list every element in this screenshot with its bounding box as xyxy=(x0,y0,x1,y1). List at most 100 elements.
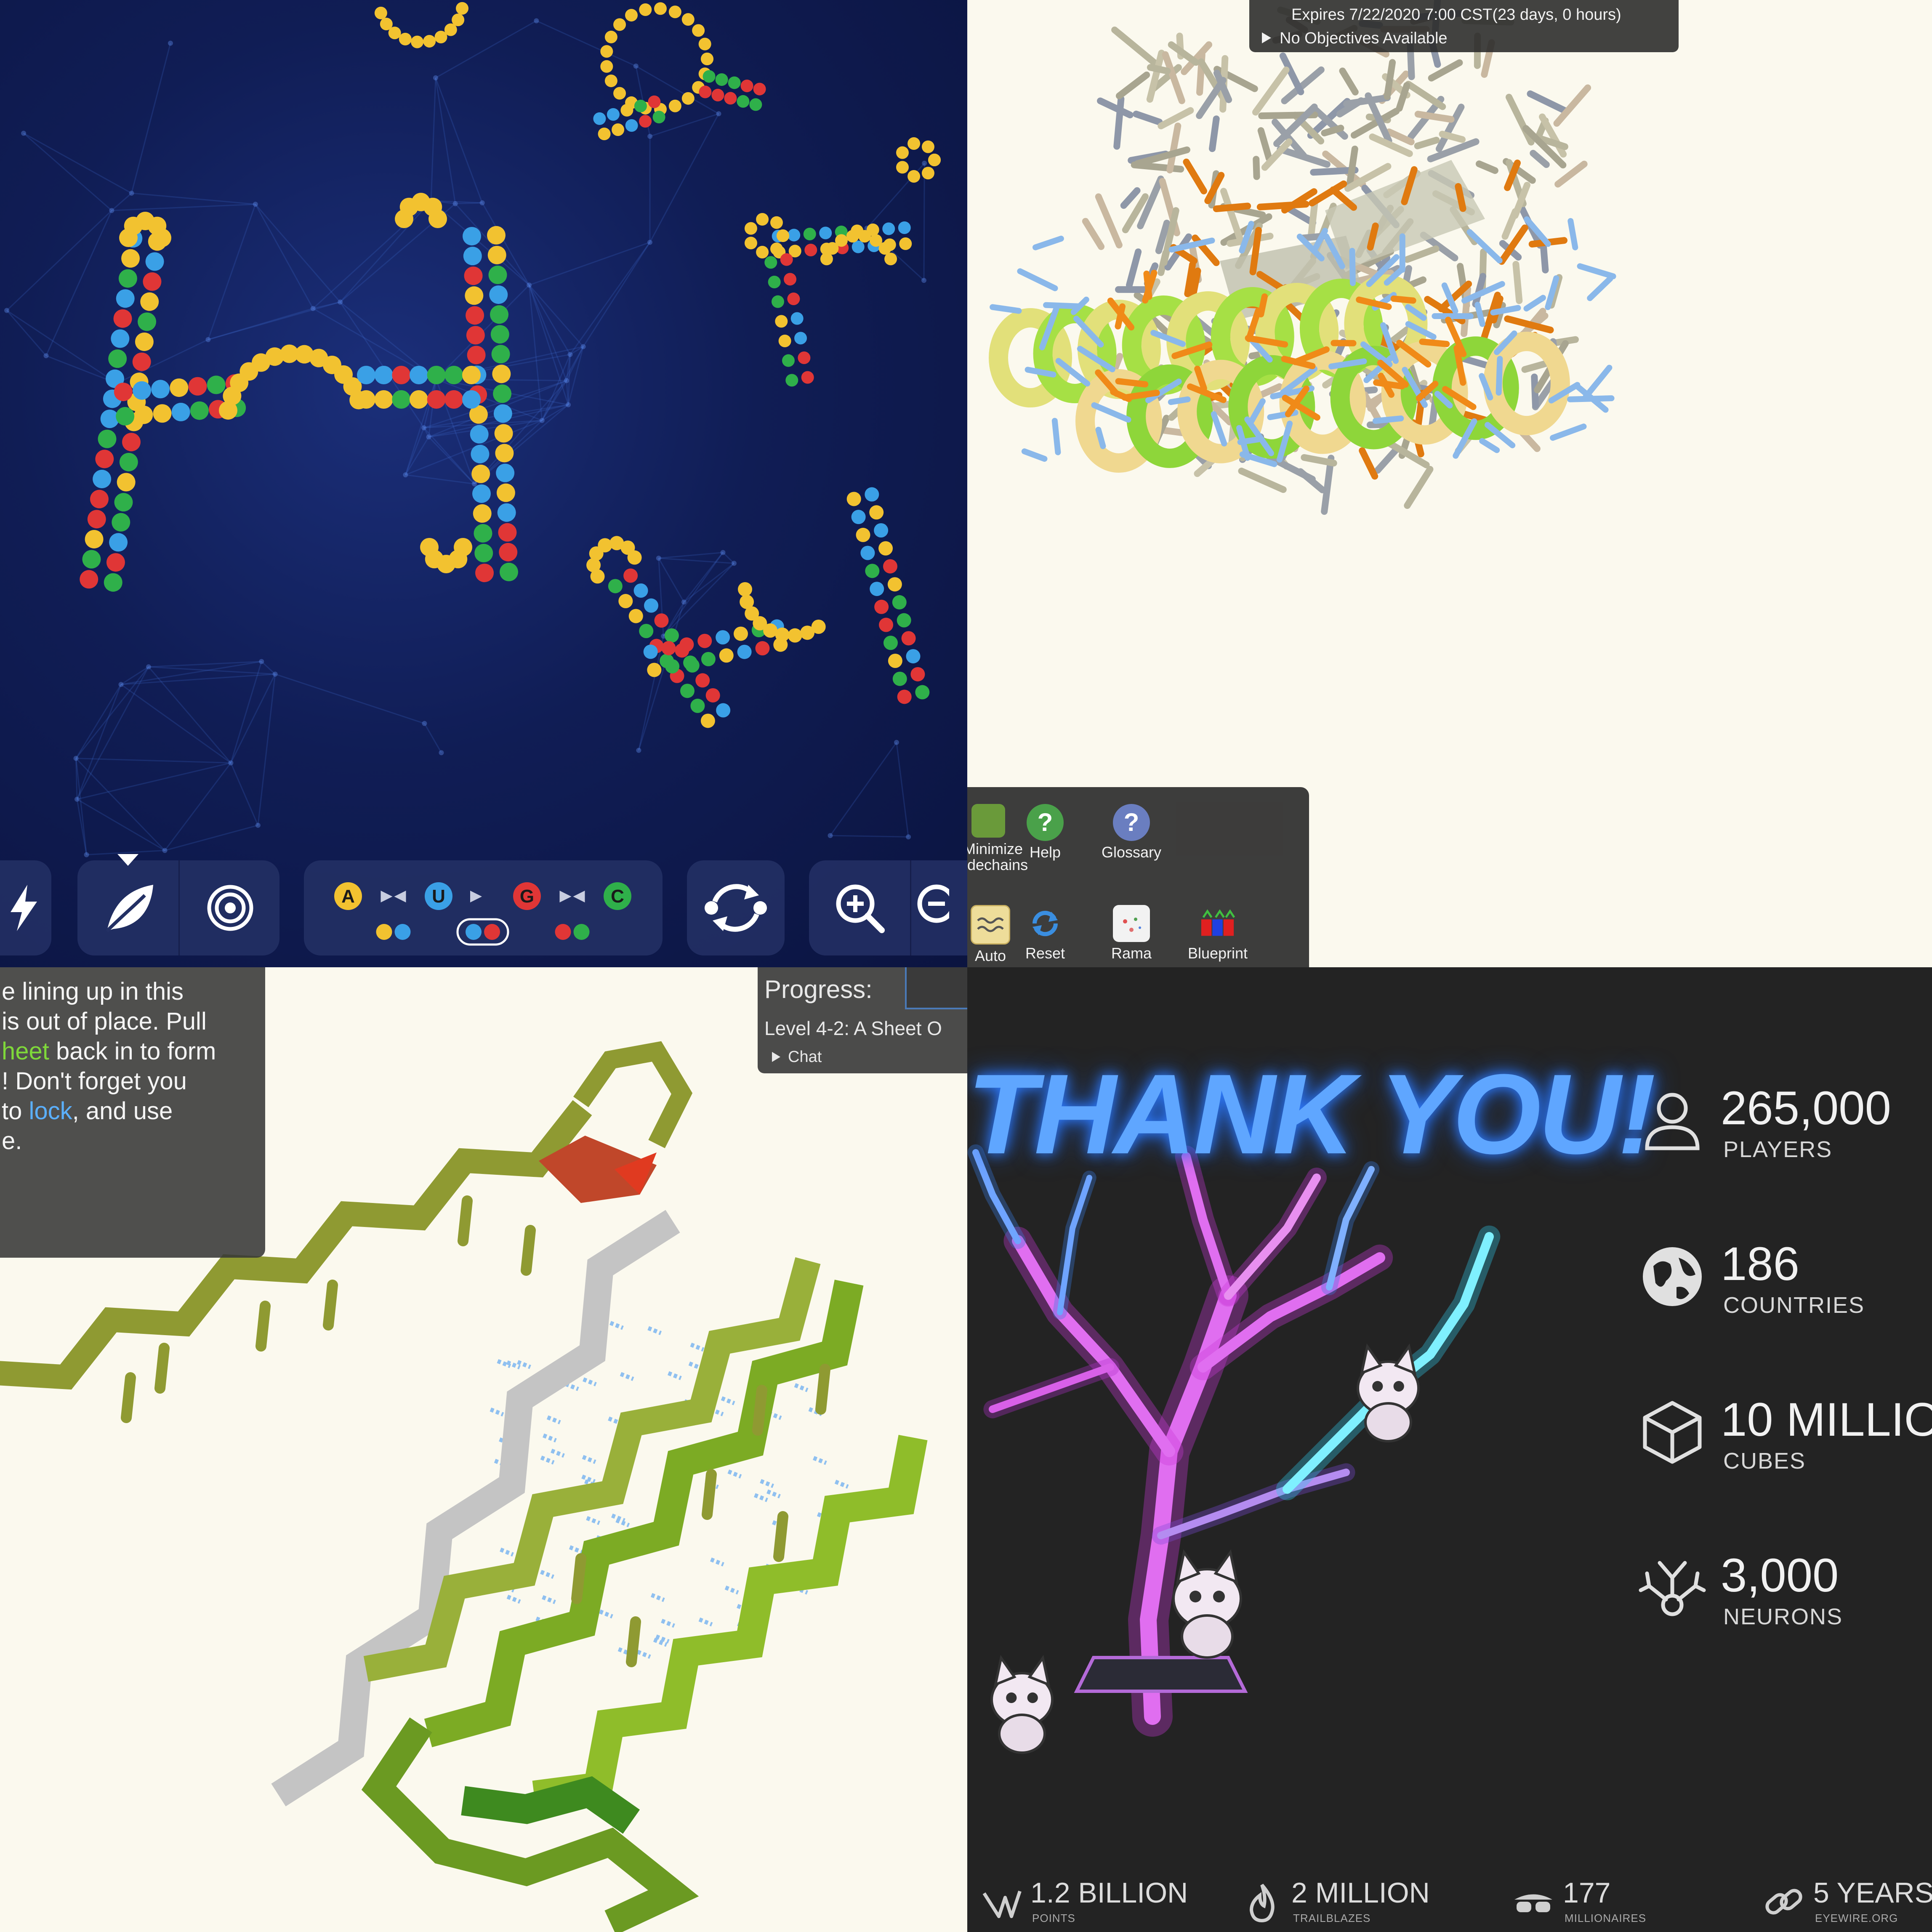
nucleotide[interactable] xyxy=(106,553,125,572)
nucleotide[interactable] xyxy=(887,577,902,592)
nucleotide[interactable] xyxy=(794,332,807,345)
nucleotide[interactable] xyxy=(664,628,679,643)
nucleotide[interactable] xyxy=(775,315,788,328)
nucleotide[interactable] xyxy=(380,17,393,30)
nucleotide[interactable] xyxy=(782,354,795,367)
nucleotide[interactable] xyxy=(811,619,826,634)
nucleotide[interactable] xyxy=(499,543,518,562)
nucleotide[interactable] xyxy=(860,546,875,560)
nucleotide[interactable] xyxy=(82,550,101,569)
nucleotide[interactable] xyxy=(475,564,494,583)
nucleotide[interactable] xyxy=(846,230,859,243)
nucleotide[interactable] xyxy=(777,229,789,242)
nucleotide[interactable] xyxy=(106,369,125,388)
nucleotide[interactable] xyxy=(634,99,647,112)
nucleotide[interactable] xyxy=(427,390,446,409)
nucleotide[interactable] xyxy=(608,579,623,593)
nucleotide[interactable] xyxy=(628,609,643,623)
nucleotide[interactable] xyxy=(878,541,893,556)
zoom-in-button[interactable] xyxy=(809,860,910,955)
nucleotide[interactable] xyxy=(928,154,941,166)
nucleotide[interactable] xyxy=(733,626,748,641)
nucleotide[interactable] xyxy=(472,484,491,503)
nucleotide[interactable] xyxy=(467,346,486,365)
beta-strand[interactable] xyxy=(0,1100,592,1390)
nucleotide[interactable] xyxy=(728,76,741,89)
nucleotide[interactable] xyxy=(883,636,898,650)
nucleotide[interactable] xyxy=(865,487,879,502)
nucleotide[interactable] xyxy=(464,266,483,285)
nucleotide[interactable] xyxy=(737,95,750,108)
nucleotide[interactable] xyxy=(456,2,469,15)
nucleotide[interactable] xyxy=(374,366,393,384)
nucleotide[interactable] xyxy=(625,119,638,132)
nucleotide[interactable] xyxy=(590,569,605,584)
nucleotide[interactable] xyxy=(600,45,613,58)
nucleotide[interactable] xyxy=(804,243,817,256)
nucleotide[interactable] xyxy=(668,5,681,19)
nucleotide[interactable] xyxy=(474,544,493,563)
nucleotide[interactable] xyxy=(701,53,713,65)
nucleotide[interactable] xyxy=(496,483,515,502)
nucleotide[interactable] xyxy=(921,140,934,153)
nucleotide[interactable] xyxy=(491,345,510,364)
nucleotide[interactable] xyxy=(744,237,757,250)
nucleotide[interactable] xyxy=(784,273,797,286)
nucleotide[interactable] xyxy=(852,240,865,253)
beta-sheet-model[interactable] xyxy=(0,967,967,1932)
nucleotide[interactable] xyxy=(785,374,798,387)
target-mode-button[interactable] xyxy=(178,860,281,955)
nucleotide[interactable] xyxy=(613,18,626,31)
nucleotide[interactable] xyxy=(654,2,667,15)
nucleotide[interactable] xyxy=(114,493,133,512)
nucleotide[interactable] xyxy=(374,6,387,19)
nucleotide[interactable] xyxy=(497,503,516,522)
nucleotide[interactable] xyxy=(613,87,626,100)
glossary-button[interactable]: ? Glossary xyxy=(1089,804,1174,860)
nucleotide[interactable] xyxy=(643,644,658,659)
nucleotide[interactable] xyxy=(604,75,617,88)
nucleotide[interactable] xyxy=(846,492,861,506)
nucleotide[interactable] xyxy=(188,377,207,396)
objectives-toggle[interactable]: No Objectives Available xyxy=(1262,29,1448,48)
nucleotide[interactable] xyxy=(654,613,669,628)
nucleotide[interactable] xyxy=(907,137,921,150)
nucleotide[interactable] xyxy=(410,366,428,384)
nucleotide[interactable] xyxy=(452,13,465,27)
nucleotide[interactable] xyxy=(753,616,767,631)
nucleotide[interactable] xyxy=(357,366,375,384)
nucleotide[interactable] xyxy=(586,558,601,572)
nucleotide[interactable] xyxy=(132,352,151,371)
nucleotide[interactable] xyxy=(470,425,489,444)
nucleotide[interactable] xyxy=(803,228,816,241)
nucleotide[interactable] xyxy=(87,510,106,529)
nucleotide[interactable] xyxy=(463,247,482,266)
nucleotide[interactable] xyxy=(896,161,909,174)
nucleotide[interactable] xyxy=(493,404,512,423)
nucleotide[interactable] xyxy=(492,365,511,383)
nucleotide[interactable] xyxy=(679,637,694,652)
nucleotide[interactable] xyxy=(612,123,625,136)
nucleotide[interactable] xyxy=(910,667,925,681)
nucleotide[interactable] xyxy=(374,390,393,409)
nucleotide[interactable] xyxy=(140,292,159,311)
nucleotide[interactable] xyxy=(295,345,314,364)
nucleotide[interactable] xyxy=(898,221,911,234)
nucleotide[interactable] xyxy=(487,226,506,245)
nucleotide[interactable] xyxy=(495,444,514,463)
nucleotide[interactable] xyxy=(745,606,759,621)
nucleotide[interactable] xyxy=(683,655,698,670)
pair-base-C[interactable]: C xyxy=(604,882,631,910)
nucleotide[interactable] xyxy=(420,538,439,556)
nucleotide[interactable] xyxy=(715,73,728,86)
nucleotide[interactable] xyxy=(744,222,757,235)
nucleotide[interactable] xyxy=(466,306,484,325)
nucleotide[interactable] xyxy=(787,292,800,305)
nucleotide[interactable] xyxy=(856,527,870,542)
nucleotide[interactable] xyxy=(471,444,490,463)
nucleotide[interactable] xyxy=(700,713,715,728)
selected-pair-outline[interactable] xyxy=(456,918,509,946)
nucleotide[interactable] xyxy=(113,309,132,328)
nucleotide[interactable] xyxy=(680,684,695,698)
nucleotide[interactable] xyxy=(593,112,606,125)
